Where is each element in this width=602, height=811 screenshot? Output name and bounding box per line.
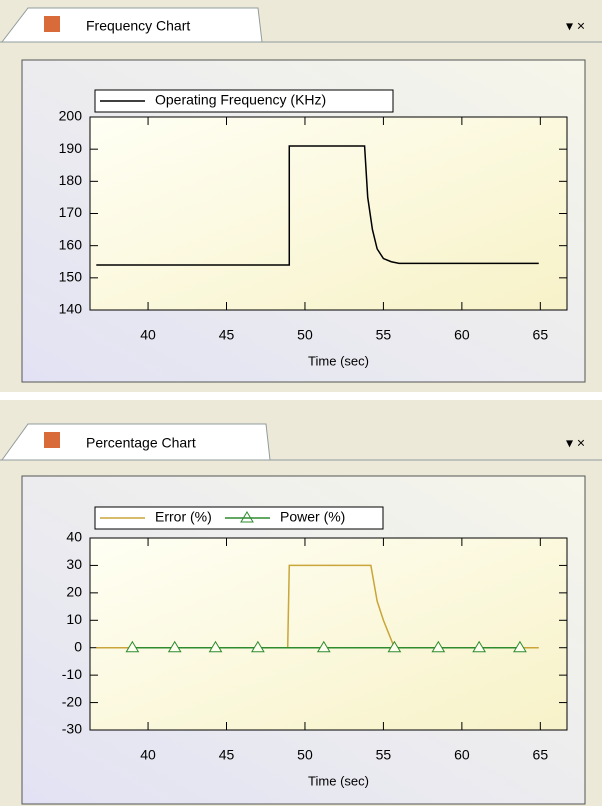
marker — [513, 640, 527, 653]
menu-button[interactable]: ▾ × — [566, 435, 585, 451]
y-tick-label: -10 — [62, 666, 82, 682]
legend — [94, 89, 394, 113]
tab[interactable] — [1, 423, 271, 461]
x-tick-label: 55 — [376, 747, 392, 763]
y-tick-label: 150 — [59, 269, 83, 285]
x-tick-label: 65 — [533, 327, 549, 343]
marker — [167, 640, 182, 653]
legend-marker — [240, 511, 254, 523]
x-tick-label: 50 — [297, 327, 313, 343]
plot-area — [89, 537, 568, 731]
y-tick-label: 10 — [66, 611, 82, 627]
tab-icon — [44, 432, 60, 448]
legend-label: Power (%) — [280, 509, 345, 525]
x-tick-label: 60 — [454, 327, 470, 343]
x-tick-label: 60 — [454, 747, 470, 763]
y-tick-label: 30 — [66, 556, 82, 572]
y-tick-label: 170 — [59, 204, 83, 220]
x-axis-label: Time (sec) — [308, 773, 369, 788]
y-tick-label: -20 — [62, 693, 82, 709]
menu-button[interactable]: ▾ × — [566, 18, 585, 34]
tab-icon — [44, 16, 60, 32]
y-tick-label: 0 — [74, 638, 82, 654]
y-tick-label: 40 — [66, 529, 82, 545]
marker — [472, 640, 487, 653]
series-line — [96, 564, 539, 649]
series-line — [96, 145, 539, 266]
x-tick-label: 65 — [533, 747, 549, 763]
x-tick-label: 50 — [297, 747, 313, 763]
x-tick-label: 40 — [140, 327, 156, 343]
tab-label: Frequency Chart — [86, 18, 190, 34]
tab[interactable] — [1, 7, 263, 43]
legend-label: Error (%) — [155, 509, 212, 525]
x-tick-label: 45 — [219, 747, 235, 763]
x-tick-label: 40 — [140, 747, 156, 763]
marker — [125, 640, 140, 653]
marker — [208, 640, 223, 653]
x-tick-label: 55 — [376, 327, 392, 343]
marker — [387, 640, 402, 653]
x-axis-label: Time (sec) — [308, 353, 369, 368]
y-tick-label: 190 — [59, 140, 83, 156]
y-tick-label: 140 — [59, 301, 83, 317]
marker — [251, 640, 265, 653]
x-tick-label: 45 — [219, 327, 235, 343]
legend-label: Operating Frequency (KHz) — [155, 92, 326, 108]
marker — [316, 640, 331, 653]
y-tick-label: 20 — [66, 584, 82, 600]
tab-label: Percentage Chart — [86, 435, 196, 451]
y-tick-label: -30 — [62, 721, 82, 737]
y-tick-label: 180 — [59, 172, 83, 188]
plot-area — [89, 116, 568, 311]
y-tick-label: 160 — [59, 236, 83, 252]
marker — [431, 640, 446, 653]
y-tick-label: 200 — [59, 108, 83, 124]
